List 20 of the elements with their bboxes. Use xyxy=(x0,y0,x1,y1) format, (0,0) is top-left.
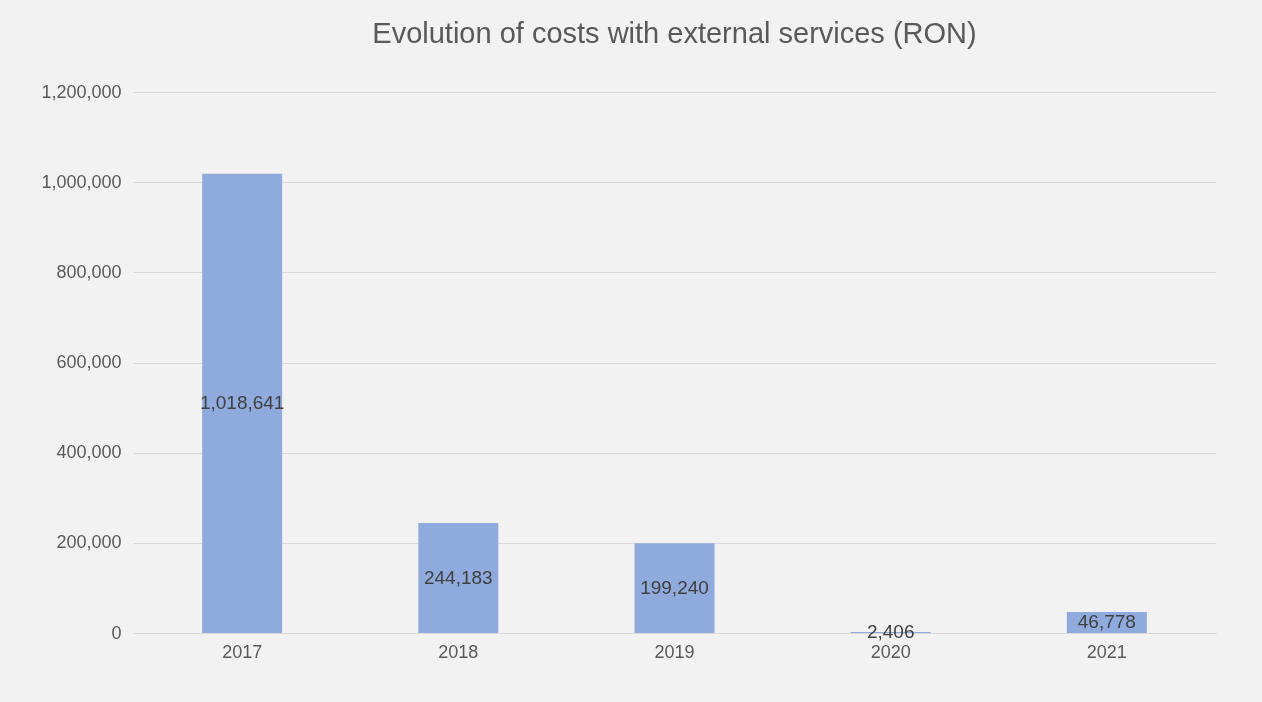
bar xyxy=(634,543,715,633)
y-tick-label: 200,000 xyxy=(56,532,122,553)
y-tick-label: 0 xyxy=(111,622,122,643)
x-tick-label: 2018 xyxy=(438,641,479,662)
x-tick-label: 2019 xyxy=(654,641,695,662)
y-tick-label: 1,200,000 xyxy=(41,81,122,102)
data-label: 2,406 xyxy=(866,621,915,643)
x-tick-label: 2017 xyxy=(222,641,263,662)
y-tick-label: 800,000 xyxy=(56,261,122,282)
y-tick-label: 600,000 xyxy=(56,352,122,372)
y-tick-label: 400,000 xyxy=(56,442,122,463)
chart-title: Evolution of costs with external services (RON) xyxy=(372,17,977,49)
bar xyxy=(202,173,283,633)
data-label: 244,183 xyxy=(423,566,493,588)
data-label: 199,240 xyxy=(640,577,709,599)
data-label: 46,778 xyxy=(1077,611,1136,633)
bar xyxy=(418,522,499,633)
x-tick-label: 2020 xyxy=(870,641,911,662)
x-tick-label: 2021 xyxy=(1086,641,1127,662)
y-tick-label: 1,000,000 xyxy=(41,171,122,192)
